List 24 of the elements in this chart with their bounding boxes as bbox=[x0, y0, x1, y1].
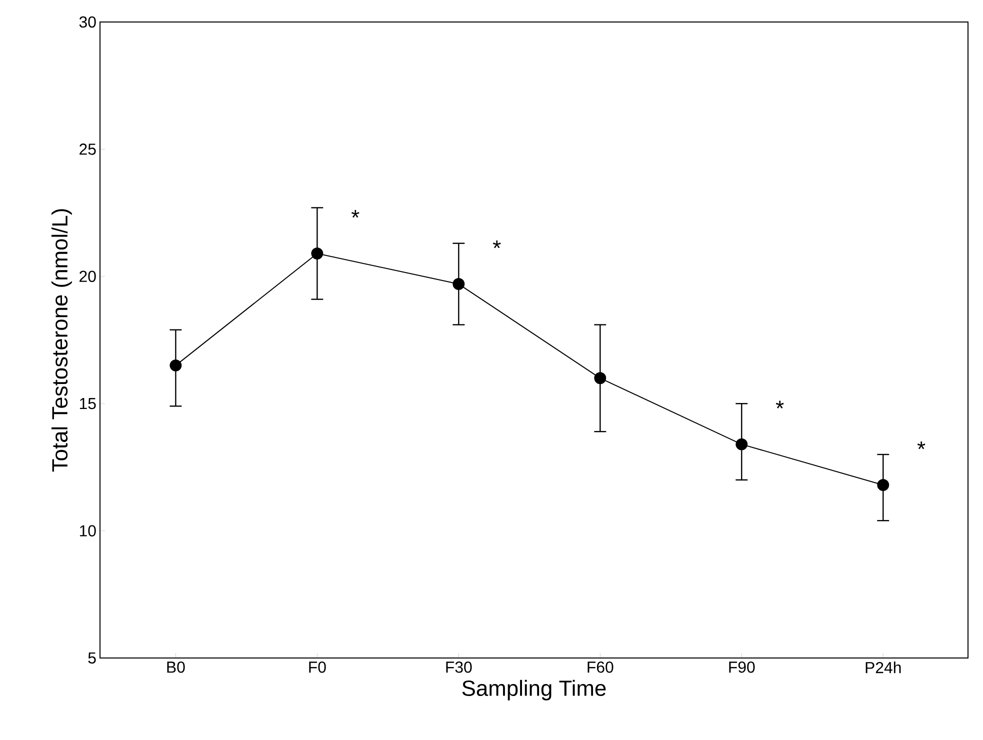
point bbox=[877, 479, 890, 491]
x-tick-label: B0 bbox=[167, 662, 185, 673]
y-axis-title: Total Testosterone (nmol/L) bbox=[51, 209, 72, 472]
point bbox=[311, 248, 324, 260]
y-tick-label: 10 bbox=[80, 525, 96, 536]
point bbox=[736, 438, 748, 450]
annotation: * bbox=[917, 441, 926, 450]
point bbox=[452, 278, 465, 290]
annotation: * bbox=[492, 240, 501, 248]
point bbox=[170, 359, 182, 372]
point bbox=[594, 372, 606, 384]
x-tick-label: F90 bbox=[729, 662, 755, 673]
y-tick-label: 30 bbox=[79, 16, 96, 28]
y-tick-label: 20 bbox=[80, 270, 96, 282]
x-tick-label: F30 bbox=[446, 662, 472, 673]
x-tick-label: F60 bbox=[588, 662, 614, 673]
x-tick-label: P24h bbox=[866, 662, 901, 674]
y-tick-label: 5 bbox=[88, 652, 96, 664]
annotation: * bbox=[351, 210, 360, 218]
x-axis-title: Sampling Time bbox=[462, 680, 606, 700]
y-tick-label: 15 bbox=[80, 398, 96, 410]
annotation: * bbox=[776, 400, 784, 408]
y-tick-label: 25 bbox=[80, 144, 96, 155]
x-tick-label: F0 bbox=[309, 662, 326, 673]
